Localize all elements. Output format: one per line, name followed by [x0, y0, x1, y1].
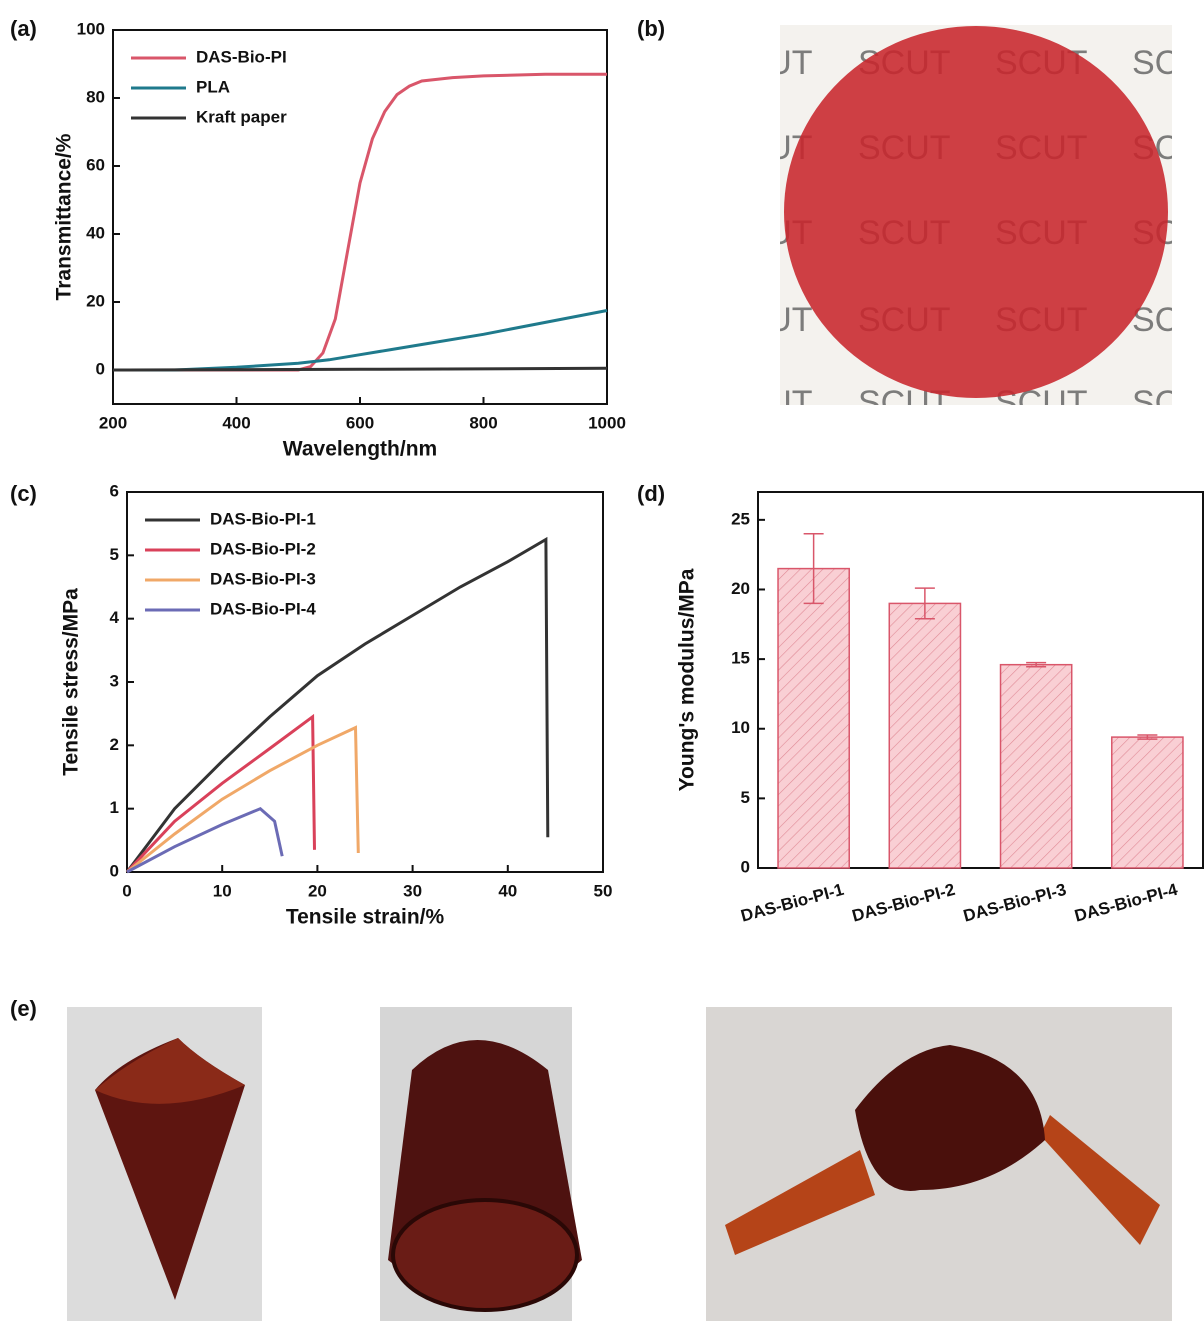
- bar: [1112, 737, 1183, 868]
- x-tick-label: DAS-Bio-PI-3: [961, 880, 1068, 926]
- photo-e: (e): [10, 996, 1172, 1321]
- y-tick-label: 20: [86, 291, 105, 310]
- photo-text: SCUT: [720, 384, 813, 422]
- y-tick-label: 5: [110, 545, 119, 564]
- figure: SCUTSCUTSCUTSCUTSCUTSCUTSCUTSCUTSCUTSCUT…: [0, 0, 1204, 1321]
- y-tick-label: 0: [96, 359, 105, 378]
- y-tick-label: 40: [86, 223, 105, 242]
- y-tick-label: 1: [110, 798, 119, 817]
- bar: [778, 569, 849, 868]
- photo-text: SCUT: [1132, 384, 1204, 422]
- y-tick-label: 0: [741, 857, 750, 876]
- photo-text: SCUT: [1132, 301, 1204, 339]
- y-tick-label: 2: [110, 735, 119, 754]
- series-line: [113, 368, 607, 370]
- y-axis-title: Young's modulus/MPa: [676, 568, 699, 791]
- legend-label: DAS-Bio-PI-4: [210, 599, 316, 618]
- photo-text: SCUT: [1132, 44, 1204, 82]
- y-tick-label: 15: [731, 649, 750, 668]
- panel-label: (e): [10, 996, 37, 1021]
- x-tick-label: 200: [99, 413, 127, 432]
- photo-text: SCUT: [720, 44, 813, 82]
- x-tick-label: 600: [346, 413, 374, 432]
- y-axis-title: Tensile stress/MPa: [60, 588, 83, 776]
- x-tick-label: 30: [403, 881, 422, 900]
- y-tick-label: 3: [110, 671, 119, 690]
- x-tick-label: 40: [498, 881, 517, 900]
- y-tick-label: 6: [110, 481, 119, 500]
- tube-opening: [393, 1200, 577, 1310]
- photo-text: SCUT: [720, 301, 813, 339]
- film-disc: [784, 26, 1168, 398]
- legend-label: DAS-Bio-PI-3: [210, 569, 316, 588]
- y-tick-label: 100: [77, 19, 105, 38]
- panel-label: (c): [10, 481, 37, 506]
- x-tick-label: 800: [469, 413, 497, 432]
- panel-label: (b): [637, 16, 665, 41]
- x-axis-title: Wavelength/nm: [283, 438, 437, 461]
- x-tick-label: 1000: [588, 413, 626, 432]
- series-line: [127, 728, 358, 872]
- y-tick-label: 60: [86, 155, 105, 174]
- legend-label: DAS-Bio-PI: [196, 47, 287, 66]
- legend-label: PLA: [196, 77, 230, 96]
- x-tick-label: 400: [222, 413, 250, 432]
- legend-label: Kraft paper: [196, 107, 287, 126]
- legend-label: DAS-Bio-PI-2: [210, 539, 316, 558]
- panel-label: (a): [10, 16, 37, 41]
- y-tick-label: 20: [731, 579, 750, 598]
- legend-label: DAS-Bio-PI-1: [210, 509, 316, 528]
- photo-b: SCUTSCUTSCUTSCUTSCUTSCUTSCUTSCUTSCUTSCUT…: [637, 16, 1204, 422]
- x-axis-title: Tensile strain/%: [286, 906, 445, 929]
- y-tick-label: 4: [110, 608, 120, 627]
- x-tick-label: 20: [308, 881, 327, 900]
- x-tick-label: 10: [213, 881, 232, 900]
- plot-frame: [113, 30, 607, 404]
- x-tick-label: DAS-Bio-PI-4: [1072, 880, 1180, 926]
- panel-label: (d): [637, 481, 665, 506]
- series-line: [113, 311, 607, 371]
- y-tick-label: 5: [741, 788, 750, 807]
- y-axis-title: Transmittance/%: [53, 133, 76, 300]
- y-tick-label: 0: [110, 861, 119, 880]
- x-tick-label: 50: [594, 881, 613, 900]
- bar: [1001, 665, 1072, 868]
- x-tick-label: DAS-Bio-PI-1: [739, 880, 846, 926]
- y-tick-label: 10: [731, 718, 750, 737]
- x-tick-label: 0: [122, 881, 131, 900]
- y-tick-label: 25: [731, 509, 750, 528]
- y-tick-label: 80: [86, 87, 105, 106]
- x-tick-label: DAS-Bio-PI-2: [850, 880, 957, 926]
- bar: [889, 603, 960, 868]
